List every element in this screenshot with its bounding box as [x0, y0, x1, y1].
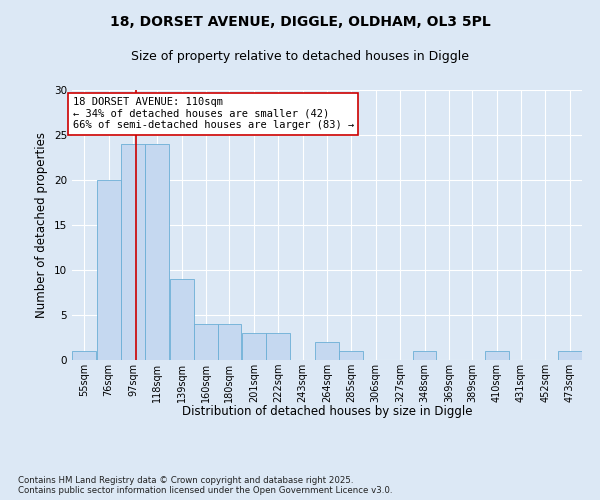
- Bar: [340, 351, 364, 360]
- Bar: [218, 324, 241, 360]
- Bar: [97, 180, 121, 360]
- Bar: [242, 333, 266, 360]
- Bar: [315, 342, 339, 360]
- Text: 18 DORSET AVENUE: 110sqm
← 34% of detached houses are smaller (42)
66% of semi-d: 18 DORSET AVENUE: 110sqm ← 34% of detach…: [73, 97, 354, 130]
- Text: Size of property relative to detached houses in Diggle: Size of property relative to detached ho…: [131, 50, 469, 63]
- Y-axis label: Number of detached properties: Number of detached properties: [35, 132, 49, 318]
- Bar: [121, 144, 145, 360]
- Bar: [72, 351, 96, 360]
- Bar: [558, 351, 582, 360]
- Bar: [266, 333, 290, 360]
- Text: 18, DORSET AVENUE, DIGGLE, OLDHAM, OL3 5PL: 18, DORSET AVENUE, DIGGLE, OLDHAM, OL3 5…: [110, 15, 490, 29]
- Bar: [170, 279, 194, 360]
- Bar: [485, 351, 509, 360]
- Bar: [413, 351, 436, 360]
- Bar: [194, 324, 218, 360]
- Text: Contains HM Land Registry data © Crown copyright and database right 2025.
Contai: Contains HM Land Registry data © Crown c…: [18, 476, 392, 495]
- Bar: [145, 144, 169, 360]
- X-axis label: Distribution of detached houses by size in Diggle: Distribution of detached houses by size …: [182, 405, 472, 418]
